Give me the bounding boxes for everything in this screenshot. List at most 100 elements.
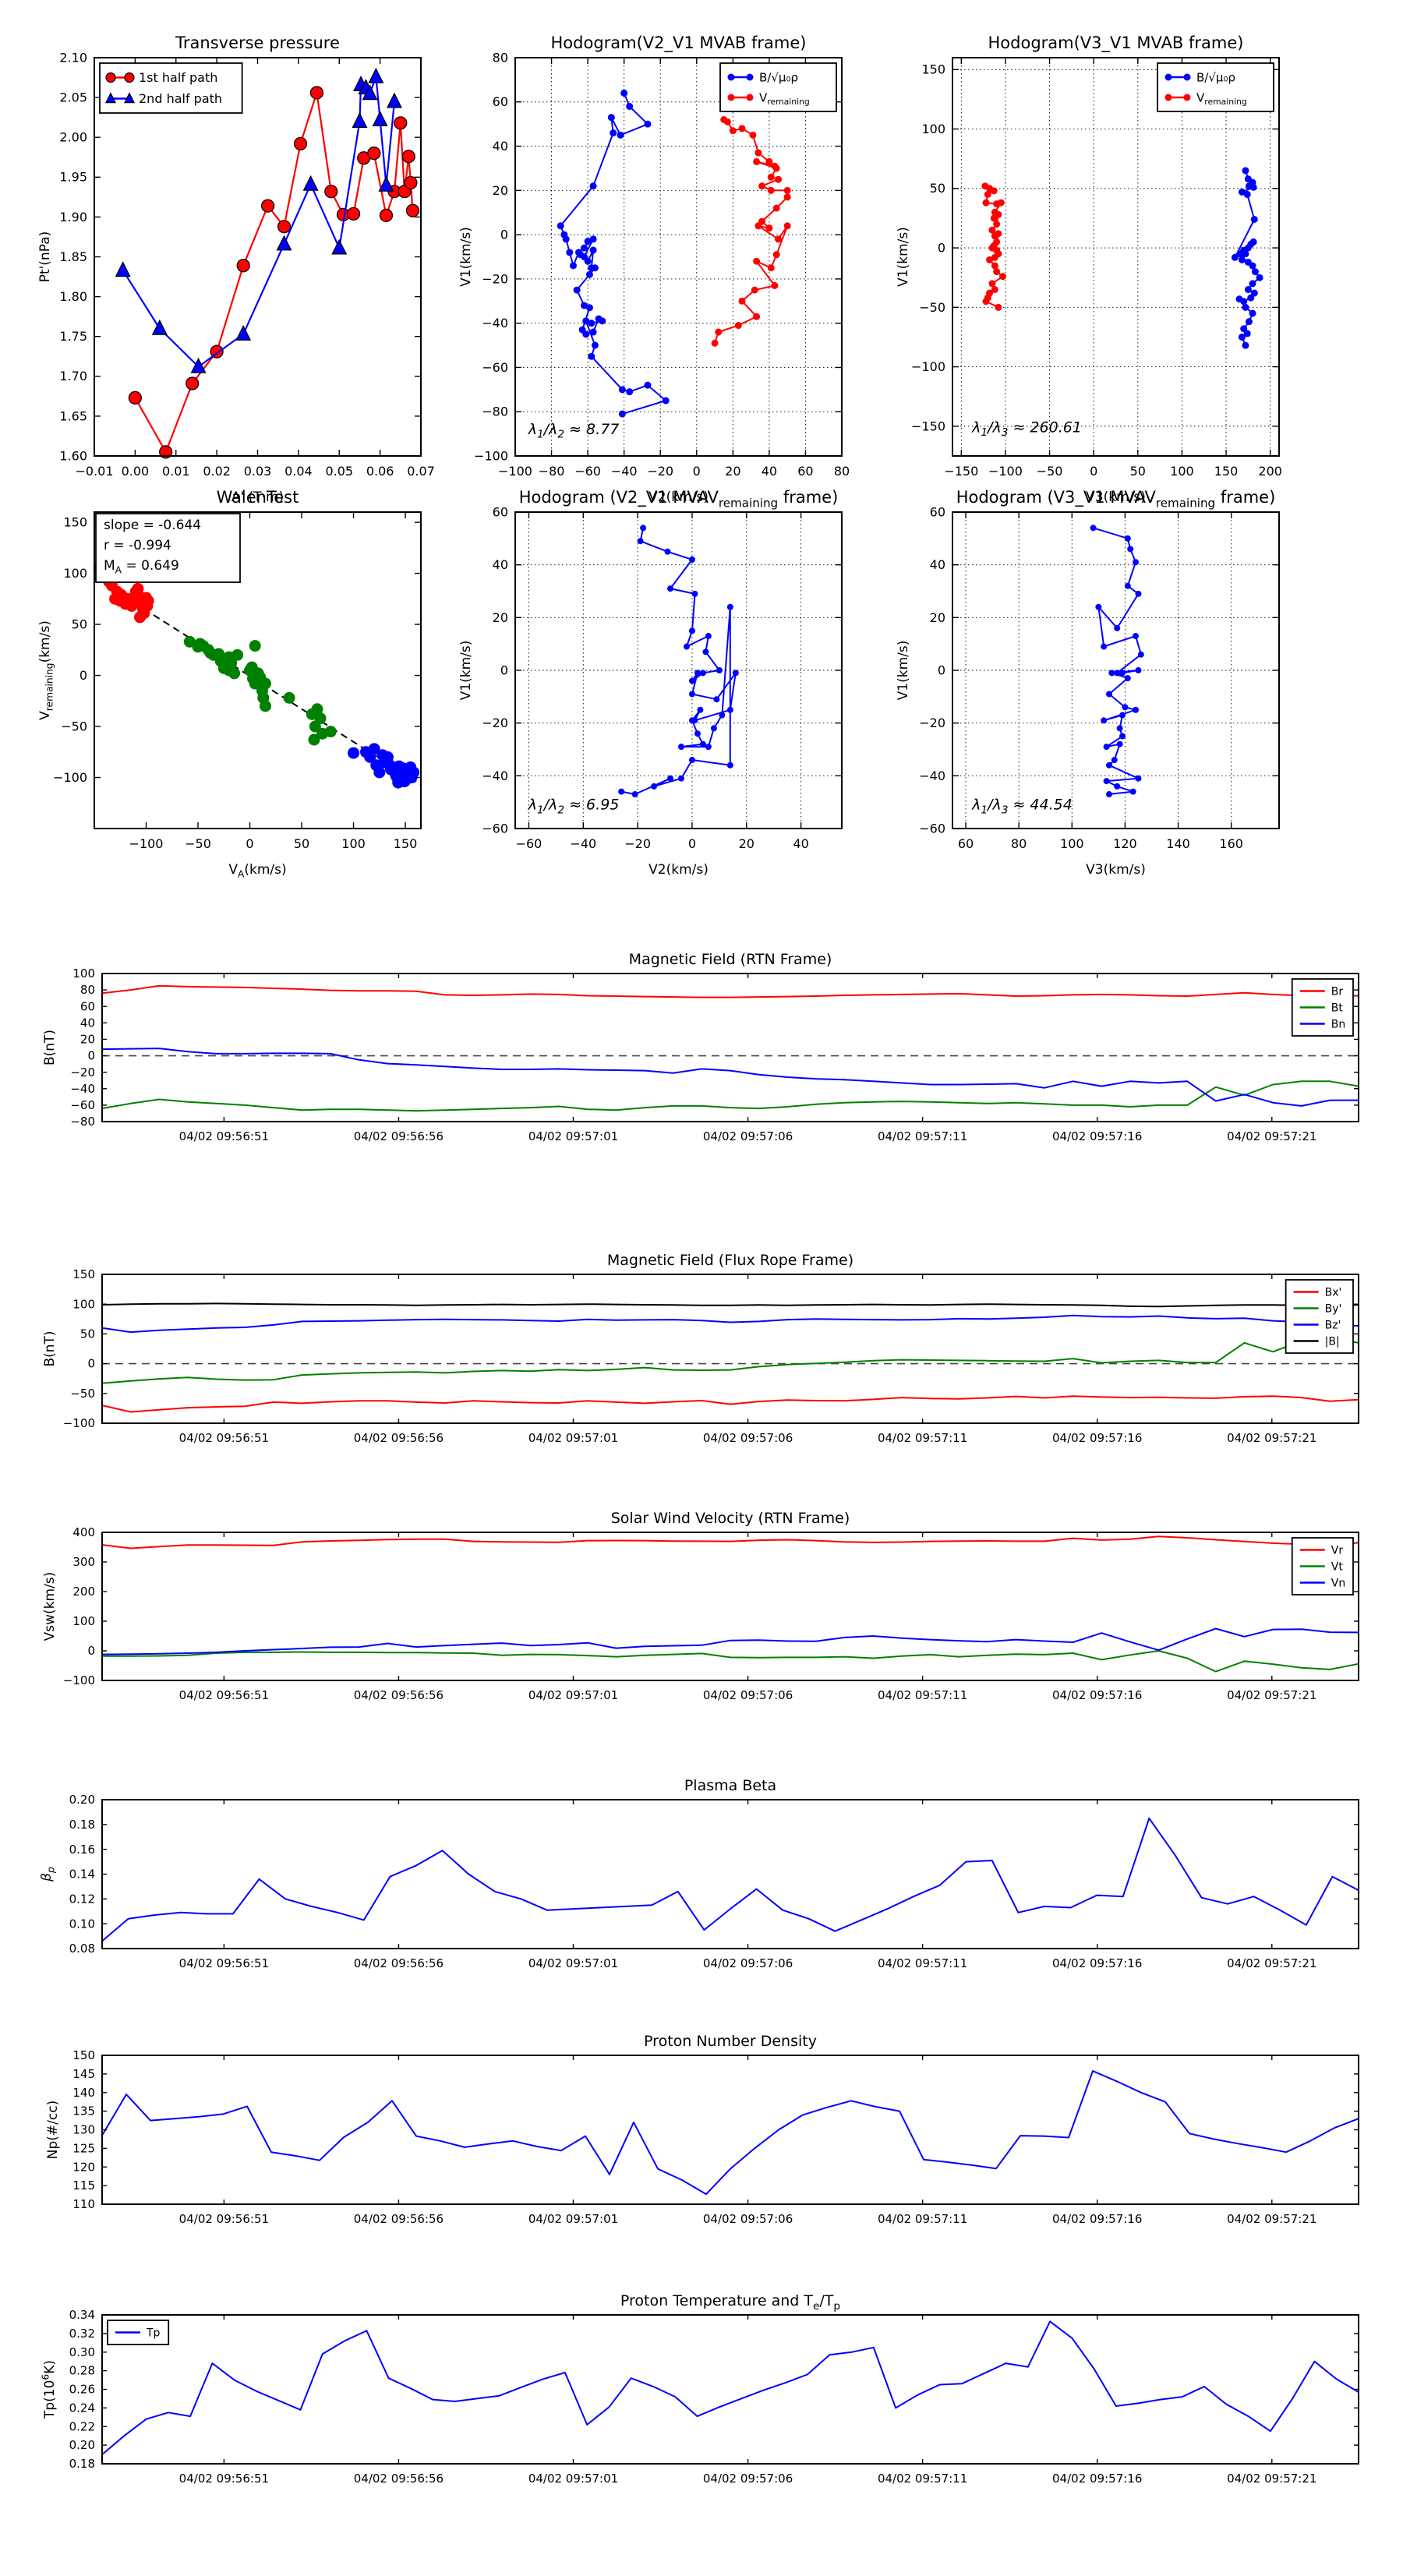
- marker-dot: [727, 94, 735, 101]
- marker-triangle: [372, 111, 388, 126]
- marker-dot: [573, 286, 581, 294]
- marker-dot: [1235, 295, 1243, 303]
- solar-wind-velocity-panel: 04/02 09:56:51 04/02 09:56:56 04/02 09:57:…: [42, 1510, 1359, 1702]
- marker-dot: [697, 706, 704, 713]
- x-tick-label: −80: [539, 464, 565, 479]
- stats-line: r = -0.994: [104, 538, 171, 553]
- x-axis-label: V3(km/s): [1086, 862, 1146, 878]
- marker-dot: [1135, 775, 1142, 782]
- x-tick-label: 100: [341, 836, 366, 851]
- marker-triangle: [105, 92, 116, 104]
- x-tick-label: 04/02 09:56:56: [354, 2472, 444, 2486]
- x-tick-label: 04/02 09:56:51: [179, 2472, 269, 2486]
- marker-dot: [734, 322, 742, 330]
- marker-circle: [379, 208, 394, 222]
- legend-label: Vt: [1331, 1560, 1344, 1573]
- y-tick-label: −50: [919, 300, 945, 315]
- x-tick-label: 100: [1170, 464, 1194, 479]
- marker-circle: [394, 116, 408, 130]
- y-tick-label: −20: [482, 271, 508, 286]
- marker-dot: [775, 175, 783, 183]
- x-tick-label: −60: [516, 836, 542, 851]
- marker-dot: [1116, 725, 1123, 732]
- x-tick-label: 140: [1166, 836, 1190, 851]
- marker-dot: [982, 298, 990, 306]
- marker-triangle: [378, 175, 394, 192]
- axes-spines: [514, 57, 843, 457]
- marker-dot: [688, 717, 695, 724]
- marker-dot: [1133, 559, 1140, 566]
- transverse-pressure-plot: −0.01 0.00 0.01 0.02 0.03 0.04 0.05 0.06 0.07 1.6…: [37, 34, 435, 505]
- axes-spines: [952, 57, 1280, 457]
- y-tick-label: −50: [61, 719, 87, 733]
- marker-dot: [607, 114, 615, 122]
- legend-label: Bz': [1325, 1319, 1341, 1331]
- y-tick-label: 0.26: [69, 2383, 95, 2397]
- y-tick-label: −60: [919, 821, 945, 836]
- marker-dot: [988, 226, 996, 234]
- x-tick-label: 04/02 09:57:21: [1227, 1956, 1316, 1970]
- marker-dot: [109, 592, 122, 605]
- marker-dot: [588, 352, 595, 360]
- marker-circle: [367, 147, 381, 161]
- y-tick-label: 80: [493, 50, 508, 65]
- x-tick-label: 0.04: [284, 464, 313, 479]
- marker-circle: [277, 220, 292, 234]
- y-axis-label: Pt'(nPa): [37, 231, 53, 283]
- series-By-prime: [101, 1337, 1359, 1384]
- marker-dot: [1105, 691, 1112, 698]
- marker-dot: [584, 238, 592, 246]
- marker-dot: [580, 302, 588, 309]
- marker-dot: [368, 743, 380, 755]
- marker-dot: [1129, 788, 1136, 795]
- x-tick-label: 04/02 09:57:21: [1227, 1688, 1316, 1702]
- marker-dot: [719, 712, 726, 719]
- chart-title: WalenTest: [217, 488, 299, 507]
- marker-dot: [991, 253, 998, 261]
- marker-triangle: [362, 84, 378, 101]
- marker-dot: [715, 328, 723, 336]
- x-tick-label: −40: [570, 836, 596, 851]
- marker-dot: [1249, 280, 1256, 288]
- marker-circle: [159, 445, 173, 459]
- x-tick-label: 04/02 09:57:16: [1052, 1688, 1142, 1702]
- marker-triangle: [124, 92, 135, 104]
- marker-circle: [236, 259, 250, 273]
- marker-dot: [986, 256, 994, 263]
- y-tick-label: 0: [500, 663, 508, 677]
- marker-dot: [1244, 285, 1252, 293]
- x-tick-label: 0.03: [244, 464, 272, 479]
- y-tick-label: 1.85: [59, 249, 87, 264]
- y-tick-label: 1.80: [59, 289, 87, 304]
- x-tick-label: −40: [611, 464, 638, 479]
- x-tick-label: 04/02 09:57:06: [703, 1431, 793, 1445]
- marker-dot: [395, 764, 408, 776]
- x-tick-label: 150: [1214, 464, 1239, 479]
- legend-label: |B|: [1325, 1335, 1340, 1348]
- marker-dot: [644, 381, 652, 389]
- y-tick-label: 0.24: [69, 2401, 95, 2415]
- marker-dot: [1122, 704, 1129, 711]
- marker-dot: [1247, 294, 1255, 302]
- x-tick-label: 04/02 09:57:16: [1052, 2212, 1142, 2226]
- y-tick-label: 100: [72, 1297, 95, 1311]
- annotation: λ1/λ3 ≈ 260.61: [971, 419, 1082, 439]
- marker-circle: [128, 390, 142, 405]
- x-tick-label: 80: [1011, 836, 1027, 851]
- x-tick-label: 0.00: [122, 464, 150, 479]
- marker-dot: [746, 73, 754, 81]
- marker-dot: [1243, 190, 1251, 198]
- y-tick-label: −20: [919, 716, 945, 730]
- x-tick-label: 04/02 09:56:51: [179, 1956, 269, 1970]
- y-tick-label: 20: [80, 1033, 95, 1047]
- magnetic-field-fluxrope-panel: 04/02 09:56:51 04/02 09:56:56 04/02 09:57:…: [42, 1252, 1359, 1445]
- y-tick-label: 40: [930, 557, 945, 572]
- marker-circle: [346, 207, 361, 221]
- marker-dot: [589, 246, 597, 254]
- marker-dot: [1116, 740, 1123, 747]
- y-tick-label: 80: [80, 983, 95, 997]
- series-Vr: [101, 1535, 1359, 1549]
- marker-dot: [664, 548, 671, 555]
- marker-dot: [1124, 675, 1131, 682]
- marker-dot: [691, 590, 698, 597]
